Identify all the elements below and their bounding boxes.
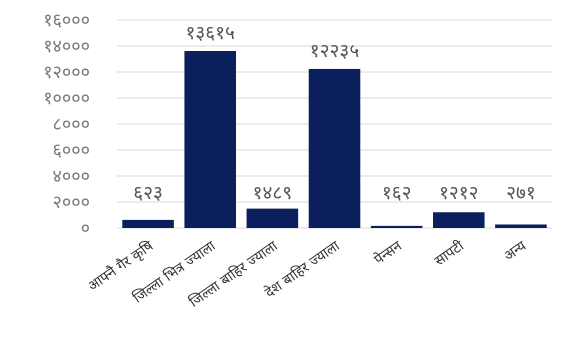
bar bbox=[370, 225, 423, 228]
data-label: २७१ bbox=[506, 182, 536, 204]
category-label: पेन्सन bbox=[371, 237, 405, 268]
y-tick-label: ६००० bbox=[53, 140, 90, 161]
bar bbox=[122, 219, 174, 228]
data-label: १४८९ bbox=[253, 182, 293, 204]
data-labels: ६२३ १३६१५ १४८९ १२२३५ १६२ १२१२ २७१ bbox=[133, 22, 535, 204]
data-label: १२१२ bbox=[439, 182, 479, 204]
y-tick-label: ८००० bbox=[53, 114, 90, 135]
y-tick-label: १२००० bbox=[43, 62, 90, 83]
category-label: अन्य bbox=[501, 238, 530, 265]
data-label: १३६१५ bbox=[186, 22, 235, 44]
data-label: १२२३५ bbox=[310, 40, 359, 62]
y-tick-label: २००० bbox=[53, 192, 90, 213]
bars bbox=[122, 51, 547, 228]
bar bbox=[432, 212, 485, 228]
y-tick-label: ० bbox=[81, 218, 90, 239]
bar bbox=[184, 51, 237, 228]
y-tick-label: १६००० bbox=[43, 10, 90, 31]
data-label: ६२३ bbox=[133, 182, 163, 204]
data-label: १६२ bbox=[382, 182, 412, 204]
x-axis: आफ्नै गैर कृषिजिल्ला भित्र ज्यालाजिल्ला … bbox=[85, 237, 530, 311]
y-tick-label: १०००० bbox=[43, 88, 90, 109]
y-tick-label: ४००० bbox=[53, 166, 90, 187]
bar bbox=[308, 68, 361, 228]
bar bbox=[495, 224, 547, 228]
y-axis: ० २००० ४००० ६००० ८००० १०००० १२००० १४००० १६००० bbox=[43, 10, 90, 239]
bar bbox=[246, 208, 299, 228]
y-tick-label: १४००० bbox=[43, 36, 90, 57]
category-label: सापटी bbox=[431, 237, 467, 269]
